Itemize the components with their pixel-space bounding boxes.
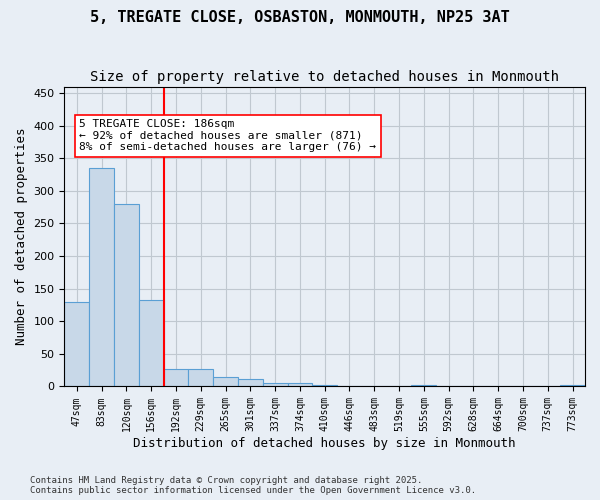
Bar: [412, 384, 436, 386]
Bar: [263, 382, 287, 386]
Bar: [64, 302, 89, 386]
Bar: [164, 369, 188, 386]
Bar: [313, 384, 337, 386]
Bar: [139, 300, 164, 386]
Text: 5, TREGATE CLOSE, OSBASTON, MONMOUTH, NP25 3AT: 5, TREGATE CLOSE, OSBASTON, MONMOUTH, NP…: [90, 10, 510, 25]
Y-axis label: Number of detached properties: Number of detached properties: [15, 128, 28, 346]
Bar: [238, 380, 263, 386]
X-axis label: Distribution of detached houses by size in Monmouth: Distribution of detached houses by size …: [133, 437, 516, 450]
Text: 5 TREGATE CLOSE: 186sqm
← 92% of detached houses are smaller (871)
8% of semi-de: 5 TREGATE CLOSE: 186sqm ← 92% of detache…: [79, 119, 376, 152]
Bar: [287, 383, 313, 386]
Bar: [188, 369, 213, 386]
Title: Size of property relative to detached houses in Monmouth: Size of property relative to detached ho…: [90, 70, 559, 84]
Bar: [89, 168, 114, 386]
Bar: [114, 204, 139, 386]
Text: Contains HM Land Registry data © Crown copyright and database right 2025.
Contai: Contains HM Land Registry data © Crown c…: [30, 476, 476, 495]
Bar: [560, 384, 585, 386]
Bar: [213, 378, 238, 386]
